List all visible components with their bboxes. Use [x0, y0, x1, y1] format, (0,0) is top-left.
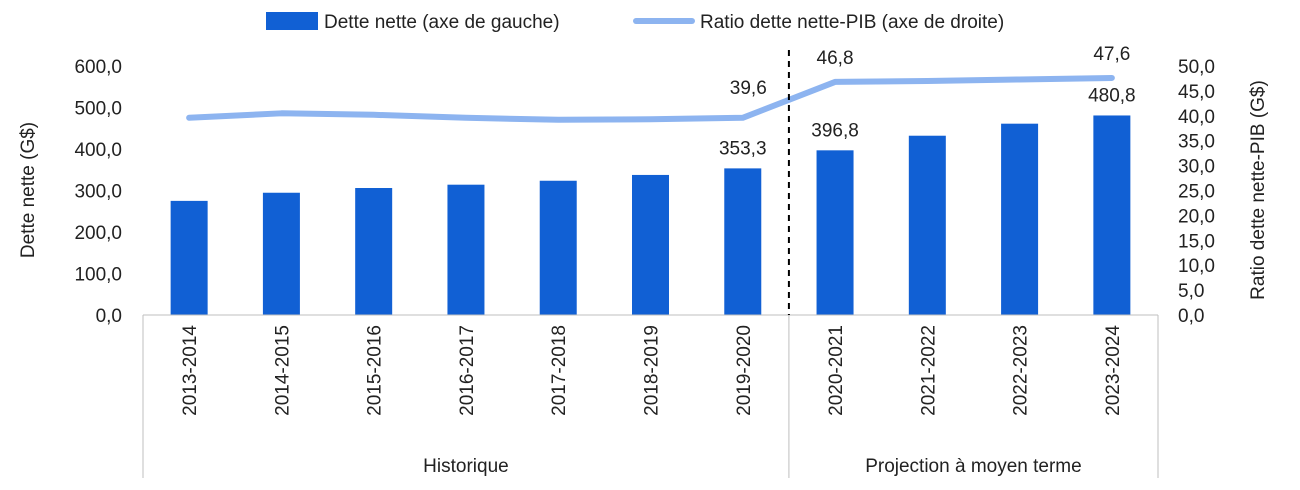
x-tick-label: 2021-2022: [918, 325, 939, 416]
y-left-tick-label: 400,0: [74, 140, 122, 161]
legend: Dette nette (axe de gauche) Ratio dette …: [266, 12, 1004, 33]
x-tick-label: 2017-2018: [549, 325, 570, 416]
y-left-tick-label: 100,0: [74, 265, 122, 286]
group-label: Historique: [423, 456, 509, 477]
y-right-tick-label: 50,0: [1178, 57, 1215, 78]
y-right-tick-label: 10,0: [1178, 256, 1215, 277]
x-tick-label: 2013-2014: [180, 325, 201, 416]
y-right-tick-label: 35,0: [1178, 132, 1215, 153]
y-right-tick-label: 15,0: [1178, 231, 1215, 252]
bar-data-label: 480,8: [1088, 85, 1136, 106]
x-tick-label: 2018-2019: [642, 325, 663, 416]
y-left-tick-label: 600,0: [74, 57, 122, 78]
bar: [1093, 115, 1131, 315]
line-data-label: 47,6: [1093, 44, 1130, 65]
x-tick-label: 2016-2017: [457, 325, 478, 416]
y-right-tick-label: 25,0: [1178, 182, 1215, 203]
bar: [724, 168, 762, 315]
y-axis-right-title: Ratio dette nette-PIB (G$): [1248, 80, 1269, 300]
bar: [632, 174, 669, 315]
bar: [170, 200, 208, 315]
bar: [908, 135, 946, 315]
ratio-line-path: [186, 74, 1115, 123]
x-tick-label: 2015-2016: [365, 325, 386, 416]
group-label: Projection à moyen terme: [865, 456, 1082, 477]
y-right-tick-label: 0,0: [1178, 306, 1204, 327]
bar: [816, 150, 854, 315]
y-right-tick-label: 40,0: [1178, 107, 1215, 128]
bar: [355, 188, 393, 315]
legend-swatch-dette-nette: [266, 12, 318, 30]
bars: [170, 115, 1131, 315]
y-axis-left-title: Dette nette (G$): [18, 122, 39, 258]
legend-label-dette-nette: Dette nette (axe de gauche): [324, 12, 560, 33]
bar: [1001, 123, 1039, 315]
x-tick-label: 2022-2023: [1011, 325, 1032, 416]
x-tick-label: 2023-2024: [1103, 325, 1124, 416]
y-right-tick-label: 20,0: [1178, 206, 1215, 227]
y-left-tick-label: 300,0: [74, 182, 122, 203]
line-data-label: 39,6: [730, 78, 767, 99]
x-tick-label: 2019-2020: [734, 325, 755, 416]
y-right-tick-label: 45,0: [1178, 82, 1215, 103]
y-axis-right-ticks: 0,0 5,0 10,0 15,0 20,0 25,0 30,0 35,0 40,0 45,0 50…: [1178, 57, 1215, 327]
y-axis-left-ticks: 0,0 100,0 200,0 300,0 400,0 500,0 600,0: [74, 57, 122, 327]
y-left-tick-label: 200,0: [74, 223, 122, 244]
bar-data-label: 353,3: [719, 138, 767, 159]
x-tick-label: 2020-2021: [826, 325, 847, 416]
line-data-label: 46,8: [817, 48, 854, 69]
y-right-tick-label: 30,0: [1178, 157, 1215, 178]
ratio-line: [186, 74, 1115, 123]
y-left-tick-label: 0,0: [96, 306, 122, 327]
bar-data-label: 396,8: [811, 120, 859, 141]
category-groups: Historique Projection à moyen terme: [142, 50, 1159, 478]
data-labels: 353,3 396,8 480,8 39,6 46,8 47,6: [719, 44, 1136, 159]
bar: [539, 180, 577, 315]
legend-label-ratio: Ratio dette nette-PIB (axe de droite): [700, 12, 1004, 33]
bar: [447, 184, 485, 315]
y-left-tick-label: 500,0: [74, 99, 122, 120]
x-axis: 2013-2014 2014-2015 2015-2016 2016-2017 2017…: [143, 314, 1158, 416]
y-right-tick-label: 5,0: [1178, 281, 1204, 302]
bar: [262, 192, 300, 315]
x-tick-label: 2014-2015: [272, 325, 293, 416]
